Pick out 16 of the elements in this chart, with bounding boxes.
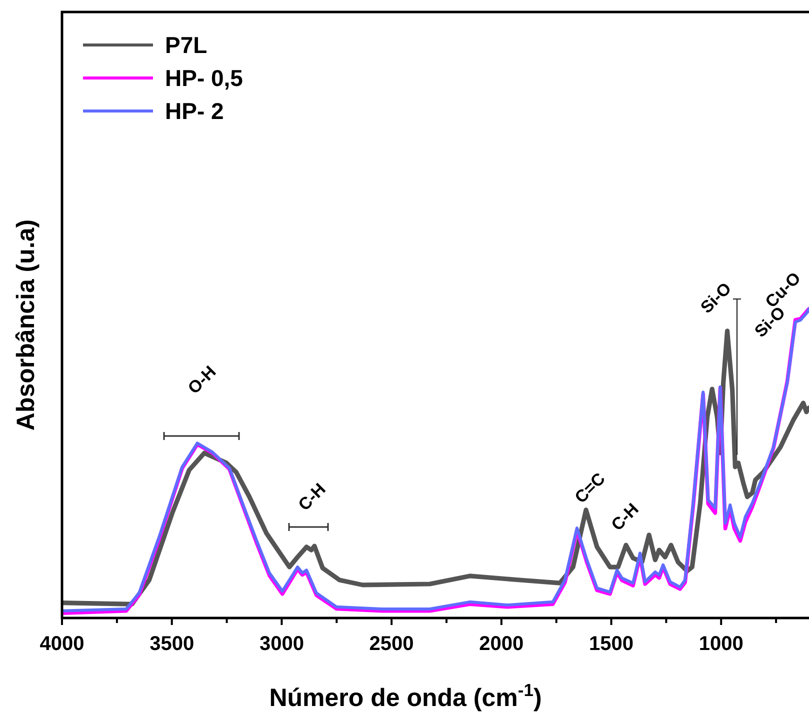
legend-label: P7L: [165, 32, 208, 58]
y-axis-title: Absorbância (u.a): [12, 219, 40, 431]
x-tick-label: 1000: [698, 633, 744, 655]
annotation: C-H: [608, 500, 642, 534]
x-axis-title: Número de onda (cm$^{-1}$): [269, 680, 542, 712]
legend-label: HP- 0,5: [165, 65, 244, 91]
x-tick-label: 2500: [369, 633, 414, 655]
x-tick-label: 2000: [479, 633, 524, 655]
annotation: C=C: [571, 469, 609, 507]
x-tick-label: 4000: [40, 633, 84, 655]
x-tick-label: 1500: [589, 633, 634, 655]
legend-label: HP- 2: [165, 98, 224, 124]
x-tick-label: 3500: [150, 633, 194, 655]
annotation: C-H: [294, 480, 330, 514]
x-tick-label: 3000: [259, 633, 304, 655]
annotation: O-H: [184, 362, 220, 398]
